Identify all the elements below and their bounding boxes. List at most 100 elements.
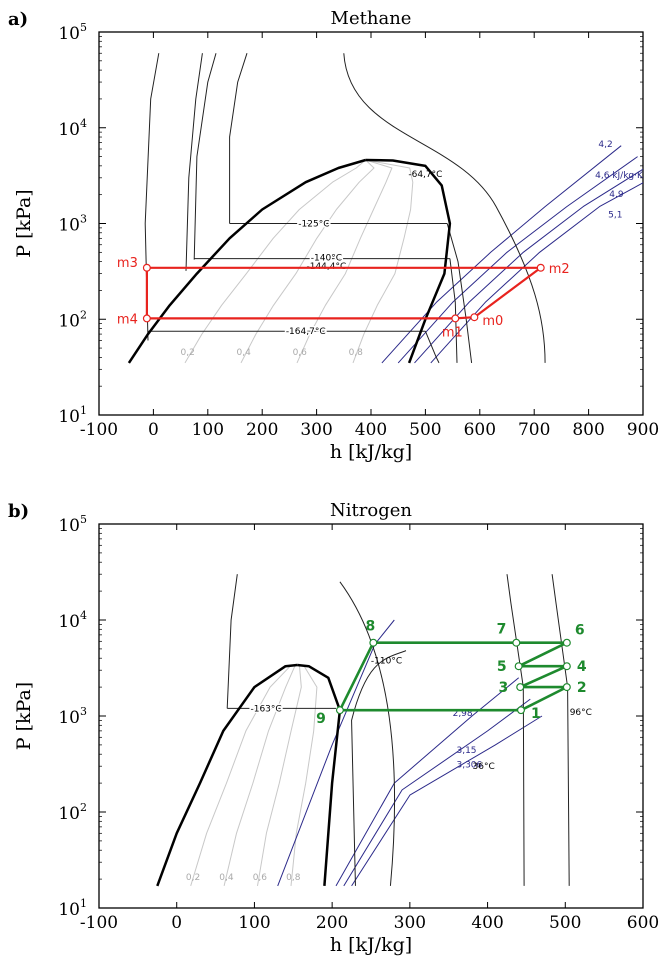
cycle-point-label: 5: [497, 659, 507, 675]
x-tick-label: 300: [394, 913, 426, 933]
quality-label: 0,2: [186, 873, 200, 883]
cycle-point-m2: [536, 263, 545, 272]
isentrope-line: [414, 168, 643, 364]
isotherm-liquid: [229, 53, 248, 224]
cycle-point-label: m1: [442, 325, 463, 340]
x-tick-label: 200: [246, 420, 278, 440]
isentrope-label: 4,2: [598, 140, 612, 150]
isentrope-line: [351, 715, 543, 887]
quality-line: [223, 664, 298, 887]
quality-line: [352, 159, 414, 364]
y-tick-label: 105: [58, 21, 87, 44]
cycle-point-label: 7: [497, 622, 507, 638]
quality-label: 0,4: [219, 873, 234, 883]
x-tick-label: -100: [80, 420, 118, 440]
quality-label: 0,4: [237, 348, 252, 358]
isentrope-line: [277, 619, 395, 887]
cycle-point-label: 1: [531, 706, 541, 722]
x-tick-label: 700: [518, 420, 550, 440]
isotherm-label: 36°C: [473, 762, 495, 772]
panel-b: -100 0 100 200 300 400 500 600 101 102 103 104 105 Ni…: [8, 500, 659, 956]
y-tick-label: 103: [58, 213, 87, 236]
quality-label: 0,8: [286, 873, 301, 883]
isotherm-label: -110°C: [371, 656, 402, 666]
isentrope-line: [381, 145, 622, 364]
cycle-point-label: m0: [482, 314, 503, 329]
cycle-point-label: 8: [365, 619, 375, 635]
cycle-point-m1: [451, 314, 460, 323]
isotherm-vapor: [449, 258, 458, 363]
isentrope-line: [397, 156, 638, 364]
x-axis-label: h [kJ/kg]: [330, 441, 412, 463]
cycle-point-label: m2: [549, 262, 570, 277]
quality-line: [240, 159, 375, 364]
x-tick-label: 300: [300, 420, 332, 440]
cycle-point-m3: [142, 263, 151, 272]
saturation-liquid-line: [156, 663, 298, 887]
y-tick-label: 104: [58, 117, 87, 140]
cycle-point-label: m4: [117, 312, 138, 327]
isotherm-36c: [506, 574, 525, 886]
x-tick-label: 600: [464, 420, 496, 440]
x-tick-label: 0: [148, 420, 159, 440]
x-tick-label: 800: [572, 420, 604, 440]
chart-title: Nitrogen: [330, 500, 412, 521]
isentrope-line: [343, 698, 531, 887]
saturation-liquid-line: [127, 158, 366, 364]
isotherm-supercritical: [343, 53, 546, 363]
cycle-point-label: 4: [577, 659, 587, 675]
isentrope-line: [335, 677, 520, 887]
cycle-path: [145, 266, 542, 320]
plot-area: 0,2 0,4 0,6 0,8 4,2 4,6 kJ/kg·K 4,9 5,1 -64,7°C -…: [127, 53, 644, 364]
cycle-point-3: [516, 683, 525, 692]
isotherm-liquid: [226, 574, 238, 709]
chart-title: Methane: [331, 8, 412, 29]
cycle-point-m0: [470, 313, 479, 322]
quality-line: [290, 664, 318, 886]
y-tick-label: 101: [58, 404, 87, 427]
isotherm-vapor: [424, 331, 440, 364]
x-tick-label: 600: [627, 913, 659, 933]
panel-a: -100 0 100 200 300 400 500 600 700 800 900 101 102 10…: [8, 8, 659, 463]
isotherm-label: -163°C: [250, 704, 281, 714]
isotherm-liquid: [185, 53, 203, 271]
cycle-point-label: 9: [316, 711, 326, 727]
isotherm-label: -64,7°C: [408, 170, 442, 180]
x-tick-label: 400: [355, 420, 387, 440]
isentrope-label: 3,306: [456, 761, 482, 771]
x-tick-label: 100: [238, 913, 270, 933]
quality-label: 0,2: [181, 348, 195, 358]
isotherm-label: -164,7°C: [286, 327, 326, 337]
y-tick-label: 101: [58, 897, 87, 920]
x-tick-label: 500: [409, 420, 441, 440]
y-tick-label: 105: [58, 513, 87, 536]
x-tick-label: 400: [471, 913, 503, 933]
y-tick-label: 102: [58, 308, 87, 331]
cycle-point-label: 6: [575, 623, 585, 639]
cycle-point-8: [369, 638, 378, 647]
x-axis-label: h [kJ/kg]: [330, 934, 412, 956]
isotherm-label: -125°C: [298, 220, 329, 230]
quality-line: [184, 159, 366, 364]
cycle-path: [338, 641, 569, 712]
isentrope-label: 5,1: [608, 211, 622, 221]
y-axis-label: P [kPa]: [13, 189, 35, 257]
x-tick-label: 200: [316, 913, 348, 933]
isotherm-96c: [551, 574, 570, 886]
isentrope-label: 4,9: [609, 190, 624, 200]
y-axis-label: P [kPa]: [13, 682, 35, 750]
isentrope-label: 2,98: [453, 709, 473, 719]
isotherm-vapor: [446, 223, 473, 363]
cycle-point-label: 3: [498, 680, 508, 696]
cycle-point-label: m3: [117, 256, 138, 271]
cycle-point-4: [562, 662, 571, 671]
cycle-point-6: [562, 638, 571, 647]
quality-label: 0,8: [349, 348, 364, 358]
plot-frame: [98, 523, 644, 909]
cycle-point-1: [516, 706, 525, 715]
isentrope-label: 4,6 kJ/kg·K: [595, 171, 644, 181]
y-tick-label: 104: [58, 609, 87, 632]
quality-label: 0,6: [253, 873, 268, 883]
cycle-point-label: 2: [577, 680, 587, 696]
